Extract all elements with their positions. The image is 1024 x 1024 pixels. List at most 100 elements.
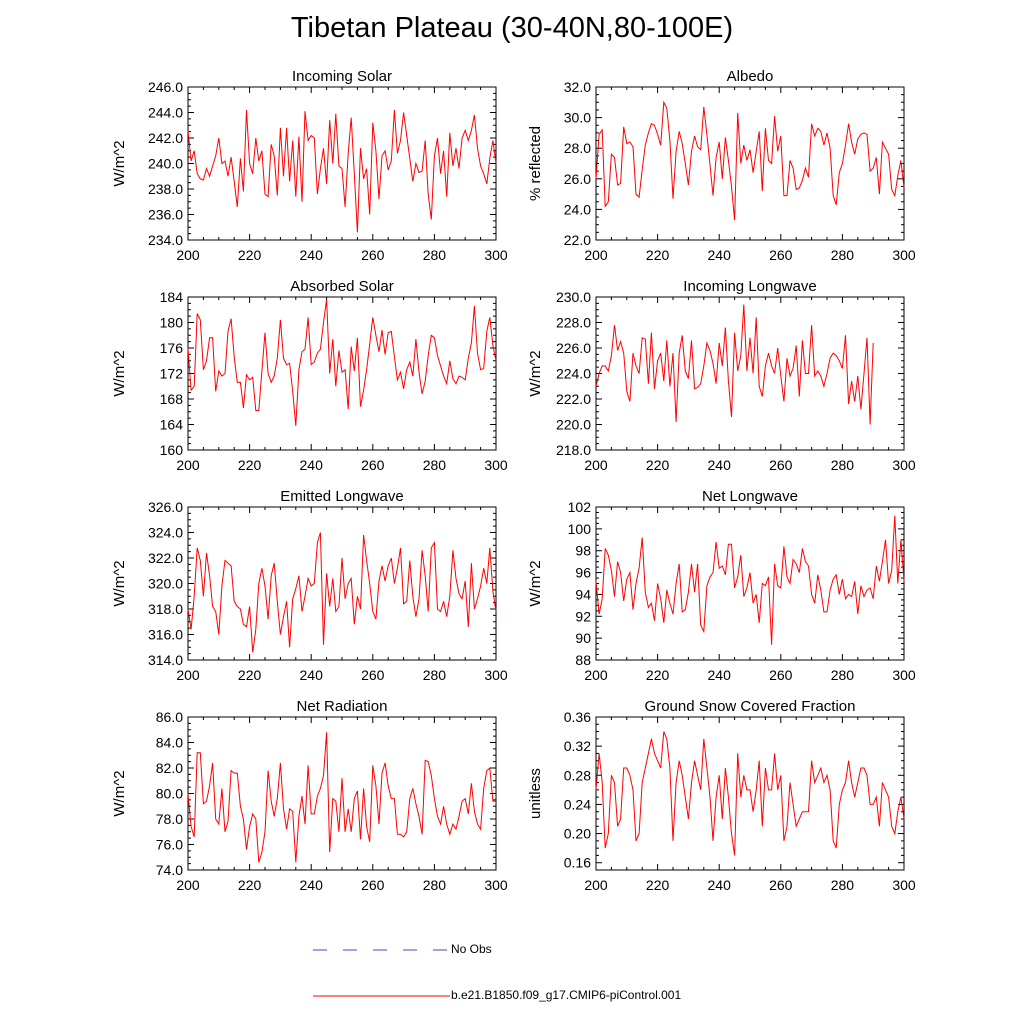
y-tick-label: 224.0: [556, 366, 591, 382]
y-tick-label: 320.0: [148, 576, 183, 592]
x-tick-label: 240: [300, 247, 324, 263]
panel-incoming-solar: Incoming Solar W/m^2 200 220 240 260 280 300 234…: [111, 68, 508, 263]
x-tick-label: 300: [484, 247, 508, 263]
x-tick-label: 240: [708, 667, 732, 683]
x-tick-label: 240: [300, 457, 324, 473]
y-tick-label: 246.0: [148, 79, 183, 95]
y-tick-label: 102: [568, 499, 592, 515]
x-tick-label: 220: [646, 457, 670, 473]
y-tick-label: 318.0: [148, 601, 183, 617]
y-tick-label: 218.0: [556, 442, 591, 458]
plot-frame: [187, 716, 497, 871]
y-tick-label: 314.0: [148, 652, 183, 668]
y-tick-label: 78.0: [156, 811, 183, 827]
panel-emitted-longwave: Emitted Longwave W/m^2 200 220 240 260 280 300 3…: [111, 488, 508, 683]
y-tick-label: 220.0: [556, 417, 591, 433]
x-tick-label: 200: [176, 667, 200, 683]
x-tick-label: 220: [238, 877, 262, 893]
x-tick-label: 280: [423, 667, 447, 683]
plot-frame: [595, 506, 905, 661]
series-line-model: [187, 109, 497, 233]
x-tick-label: 200: [176, 457, 200, 473]
x-tick-label: 260: [361, 667, 385, 683]
y-tick-label: 228.0: [556, 315, 591, 331]
series-line-model: [187, 732, 496, 863]
y-tick-label: 90: [575, 630, 591, 646]
x-tick-label: 200: [584, 247, 608, 263]
y-tick-label: 172: [160, 366, 184, 382]
panel-net-radiation: Net Radiation W/m^2 200 220 240 260 280 300 74.0…: [111, 698, 508, 893]
y-axis-label: W/m^2: [527, 350, 544, 396]
y-tick-label: 238.0: [148, 181, 183, 197]
y-tick-label: 180: [160, 315, 184, 331]
plot-frame: [187, 296, 497, 451]
x-tick-label: 300: [892, 877, 916, 893]
y-tick-label: 226.0: [556, 340, 591, 356]
series-line-model: [595, 731, 905, 856]
y-tick-label: 30.0: [564, 110, 591, 126]
x-tick-label: 220: [238, 667, 262, 683]
series-line-model: [187, 532, 497, 653]
y-axis-label: W/m^2: [527, 560, 544, 606]
x-tick-label: 280: [423, 457, 447, 473]
y-tick-label: 164: [160, 417, 184, 433]
y-tick-label: 84.0: [156, 735, 183, 751]
panel-title: Ground Snow Covered Fraction: [645, 698, 856, 715]
x-tick-label: 300: [484, 457, 508, 473]
y-tick-label: 0.32: [564, 738, 591, 754]
series-line-model: [595, 515, 905, 645]
y-tick-label: 168: [160, 391, 184, 407]
panel-title: Emitted Longwave: [280, 488, 403, 505]
y-tick-label: 76.0: [156, 837, 183, 853]
plot-frame: [595, 716, 905, 871]
x-tick-label: 260: [769, 457, 793, 473]
y-tick-label: 0.24: [564, 796, 591, 812]
y-tick-label: 92: [575, 608, 591, 624]
x-tick-label: 240: [300, 667, 324, 683]
y-axis-label: W/m^2: [111, 770, 128, 816]
panel-title: Albedo: [727, 68, 774, 85]
x-tick-label: 200: [584, 667, 608, 683]
x-tick-label: 260: [361, 247, 385, 263]
x-tick-label: 240: [708, 877, 732, 893]
x-tick-label: 300: [484, 667, 508, 683]
y-tick-label: 100: [568, 521, 592, 537]
y-tick-label: 80.0: [156, 786, 183, 802]
y-axis-label: % reflected: [527, 126, 544, 201]
x-tick-label: 280: [423, 247, 447, 263]
panel-title: Incoming Solar: [292, 68, 392, 85]
y-tick-label: 322.0: [148, 550, 183, 566]
x-tick-label: 260: [769, 667, 793, 683]
x-tick-label: 260: [361, 877, 385, 893]
y-tick-label: 242.0: [148, 130, 183, 146]
x-tick-label: 300: [892, 457, 916, 473]
x-tick-label: 280: [831, 247, 855, 263]
plot-frame: [187, 86, 497, 241]
panel-albedo: Albedo % reflected 200 220 240 260 280 300 22.0 2…: [527, 68, 916, 263]
y-tick-label: 94: [575, 586, 591, 602]
x-tick-label: 300: [484, 877, 508, 893]
y-tick-label: 176: [160, 340, 184, 356]
x-tick-label: 240: [300, 877, 324, 893]
panel-title: Net Longwave: [702, 488, 798, 505]
y-tick-label: 0.16: [564, 855, 591, 871]
y-axis-label: unitless: [527, 768, 544, 819]
x-tick-label: 300: [892, 667, 916, 683]
x-tick-label: 280: [831, 667, 855, 683]
x-tick-label: 200: [584, 877, 608, 893]
y-tick-label: 184: [160, 289, 184, 305]
plot-frame: [187, 506, 497, 661]
y-tick-label: 86.0: [156, 709, 183, 725]
y-tick-label: 222.0: [556, 391, 591, 407]
x-tick-label: 200: [584, 457, 608, 473]
x-tick-label: 300: [892, 247, 916, 263]
y-tick-label: 82.0: [156, 760, 183, 776]
series-line-model: [595, 304, 874, 425]
panel-title: Incoming Longwave: [683, 278, 816, 295]
series-line-model: [595, 100, 905, 221]
x-tick-label: 240: [708, 457, 732, 473]
panel-title: Net Radiation: [297, 698, 388, 715]
x-tick-label: 220: [646, 877, 670, 893]
y-tick-label: 236.0: [148, 207, 183, 223]
